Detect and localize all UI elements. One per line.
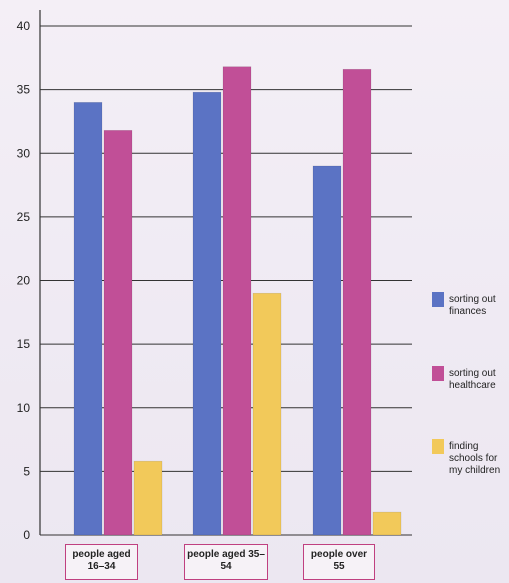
bar (103, 130, 133, 536)
category-label-text: people aged 16–34 (72, 549, 131, 572)
legend-swatch-schools (432, 439, 444, 454)
y-tick-label: 5 (23, 464, 30, 478)
legend-swatch-healthcare (432, 366, 444, 381)
category-label-35-54: people aged 35–54 (184, 544, 268, 580)
bar (192, 91, 222, 536)
legend-label-schools: finding schools for my children (449, 441, 501, 476)
legend-item-finances: sorting out finances (432, 292, 508, 332)
legend-item-healthcare: sorting out healthcare (432, 366, 508, 406)
legend-label-finances: sorting out finances (449, 294, 496, 317)
category-label-over-55: people over 55 (303, 544, 375, 580)
bars (73, 66, 402, 536)
y-tick-label: 0 (23, 528, 30, 542)
bar (133, 460, 163, 536)
y-tick-label: 15 (17, 337, 31, 351)
y-tick-label: 25 (17, 210, 31, 224)
legend-item-schools: finding schools for my children (432, 439, 508, 495)
y-axis: 0 5 10 15 20 25 30 35 40 (17, 10, 41, 542)
bar (252, 292, 282, 536)
bar (222, 66, 252, 536)
legend-swatch-finances (432, 292, 444, 307)
y-tick-label: 10 (17, 401, 31, 415)
category-label-16-34: people aged 16–34 (65, 544, 138, 580)
legend-label-healthcare: sorting out healthcare (449, 368, 496, 391)
bar (342, 68, 372, 536)
category-label-text: people over 55 (310, 549, 368, 572)
bar (73, 102, 103, 536)
bar (372, 511, 402, 536)
y-tick-label: 40 (17, 19, 31, 33)
bar (312, 165, 342, 536)
category-label-text: people aged 35–54 (187, 549, 265, 572)
y-tick-label: 20 (17, 274, 31, 288)
y-tick-label: 35 (17, 83, 31, 97)
y-tick-label: 30 (17, 146, 31, 160)
